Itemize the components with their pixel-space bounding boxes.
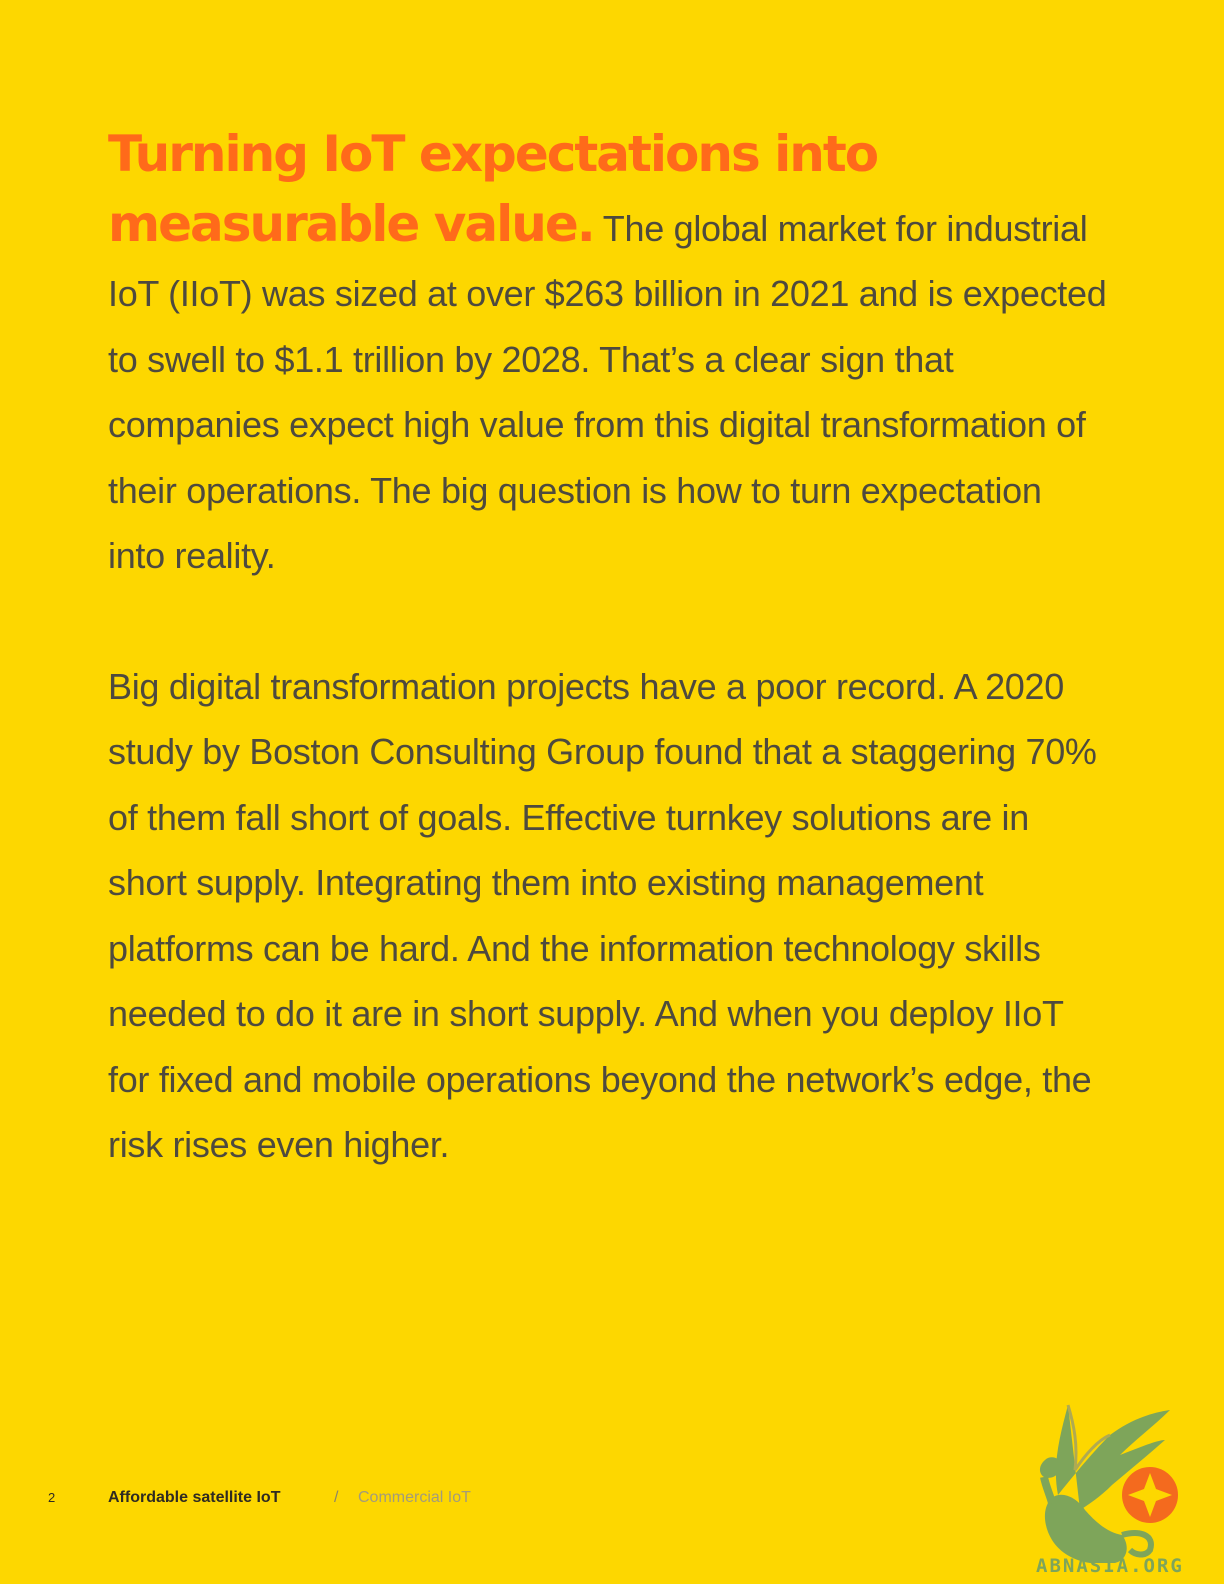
footer-doc-title: Affordable satellite IoT bbox=[108, 1489, 281, 1506]
intro-paragraph: Turning IoT expectations into measurable… bbox=[108, 122, 1108, 589]
second-paragraph: Big digital transformation projects have… bbox=[108, 665, 1097, 1166]
intro-text: The global market for industrial IoT (II… bbox=[108, 207, 1107, 577]
lead-heading: Turning IoT expectations into measurable… bbox=[108, 125, 879, 253]
abnasia-logo-icon bbox=[1039, 1404, 1178, 1563]
page-number: 2 bbox=[48, 1490, 56, 1505]
footer-section-name: Commercial IoT bbox=[358, 1489, 471, 1506]
watermark-text: ABNASIA.ORG bbox=[1036, 1555, 1184, 1577]
article-body: Turning IoT expectations into measurable… bbox=[108, 122, 1108, 1178]
footer-separator: / bbox=[334, 1489, 339, 1506]
